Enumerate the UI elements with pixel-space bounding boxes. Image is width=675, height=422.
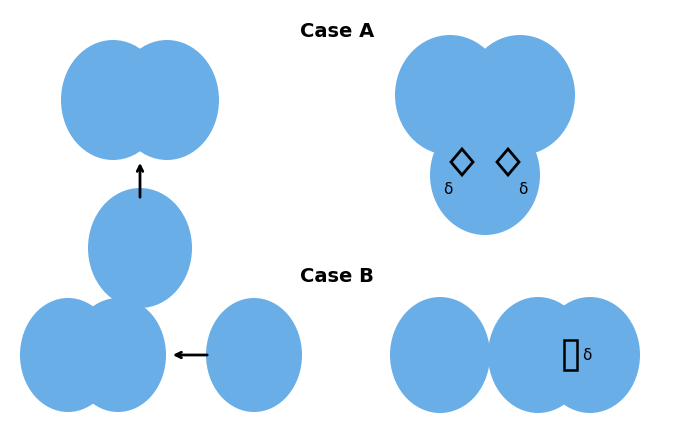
Text: Case B: Case B [300, 267, 374, 286]
Ellipse shape [465, 35, 575, 155]
Text: δ: δ [518, 182, 528, 197]
Text: δ: δ [582, 347, 591, 362]
Ellipse shape [488, 297, 588, 413]
Ellipse shape [540, 297, 640, 413]
Ellipse shape [115, 40, 219, 160]
Text: Case A: Case A [300, 22, 374, 41]
Bar [564, 340, 577, 370]
Ellipse shape [206, 298, 302, 412]
Ellipse shape [88, 188, 192, 308]
Ellipse shape [430, 115, 540, 235]
Text: δ: δ [443, 182, 453, 197]
Ellipse shape [395, 35, 505, 155]
Ellipse shape [61, 40, 165, 160]
Ellipse shape [390, 297, 490, 413]
Ellipse shape [20, 298, 116, 412]
Ellipse shape [70, 298, 166, 412]
